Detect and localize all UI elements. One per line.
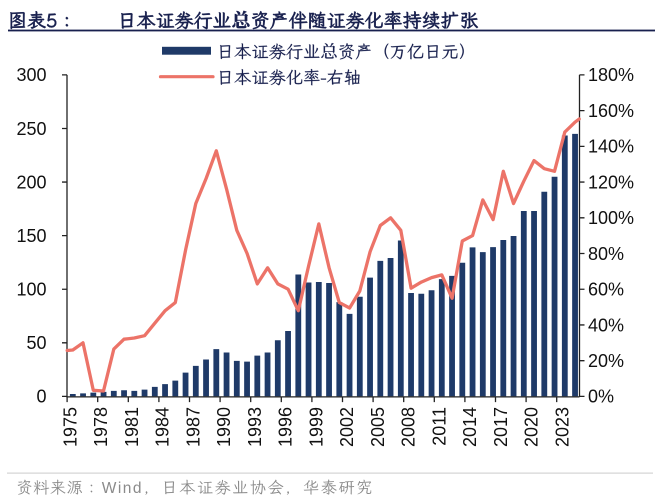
svg-text:2017: 2017 <box>491 407 511 447</box>
svg-text:100: 100 <box>16 280 46 300</box>
svg-text:50: 50 <box>26 333 46 353</box>
svg-text:2002: 2002 <box>337 407 357 447</box>
svg-text:2011: 2011 <box>429 407 449 446</box>
svg-text:2014: 2014 <box>460 407 480 447</box>
svg-text:180%: 180% <box>588 65 634 85</box>
svg-text:1987: 1987 <box>183 407 203 447</box>
svg-text:1996: 1996 <box>276 407 296 447</box>
svg-text:1984: 1984 <box>153 407 173 447</box>
svg-text:1999: 1999 <box>306 407 326 447</box>
svg-text:Wind: Wind <box>102 480 143 497</box>
svg-text:200: 200 <box>16 172 46 192</box>
svg-text:250: 250 <box>16 119 46 139</box>
svg-text:2020: 2020 <box>522 407 542 447</box>
svg-text:300: 300 <box>16 65 46 85</box>
svg-text:140%: 140% <box>588 137 634 157</box>
svg-text:1993: 1993 <box>245 407 265 447</box>
svg-text:1981: 1981 <box>122 407 142 447</box>
svg-text:1990: 1990 <box>214 407 234 447</box>
svg-text:150: 150 <box>16 226 46 246</box>
svg-text:160%: 160% <box>588 101 634 121</box>
svg-text:1975: 1975 <box>60 407 80 447</box>
svg-text:60%: 60% <box>588 280 624 300</box>
svg-text:2023: 2023 <box>552 407 572 447</box>
svg-text:80%: 80% <box>588 244 624 264</box>
svg-text:2008: 2008 <box>399 407 419 447</box>
svg-text:20%: 20% <box>588 351 624 371</box>
svg-text:0%: 0% <box>588 387 614 407</box>
svg-text:1978: 1978 <box>91 407 111 447</box>
svg-text:2005: 2005 <box>368 407 388 447</box>
svg-text:40%: 40% <box>588 315 624 335</box>
svg-text:0: 0 <box>36 387 46 407</box>
svg-text:100%: 100% <box>588 208 634 228</box>
svg-text:120%: 120% <box>588 172 634 192</box>
